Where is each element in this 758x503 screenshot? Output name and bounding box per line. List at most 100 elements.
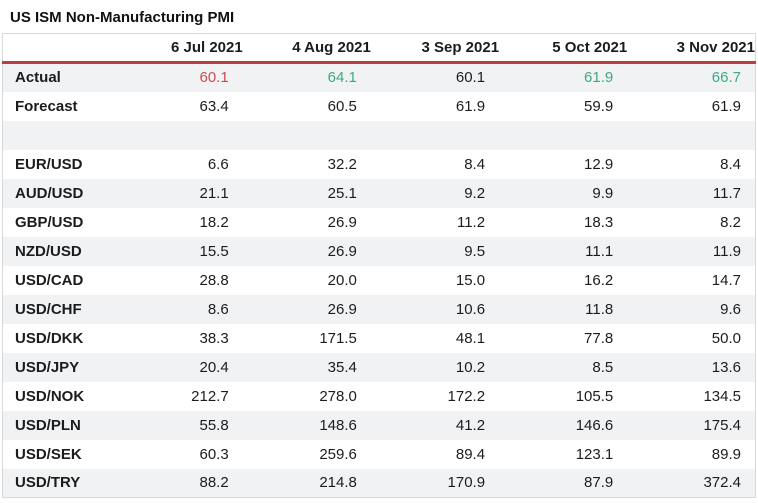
cell-value: 32.2 xyxy=(327,155,357,173)
cell-value xyxy=(371,121,499,150)
cell-value: 61.9 xyxy=(711,97,741,115)
cell-value: 6.6 xyxy=(207,155,229,173)
table-header: 6 Jul 2021 4 Aug 2021 3 Sep 2021 5 Oct 2021… xyxy=(2,33,756,64)
row-label: AUD/USD xyxy=(15,184,84,202)
cell-value: 15.5 xyxy=(199,242,229,260)
cell-value xyxy=(115,121,243,150)
cell-value: 372.4 xyxy=(703,474,741,492)
cell-value xyxy=(499,121,627,150)
cell-value: 77.8 xyxy=(584,329,614,347)
row-label: EUR/USD xyxy=(15,155,83,173)
cell-value: 16.2 xyxy=(584,271,614,289)
row-label: Actual xyxy=(15,69,61,87)
row-label: USD/NOK xyxy=(15,387,85,405)
cell-value: 20.0 xyxy=(327,271,357,289)
cell-value: 8.6 xyxy=(207,300,229,318)
cell-value: 212.7 xyxy=(191,387,229,405)
cell-value: 9.9 xyxy=(592,184,614,202)
cell-value: 55.8 xyxy=(199,416,229,434)
cell-value: 50.0 xyxy=(711,329,741,347)
row-label xyxy=(3,121,115,150)
spacer-row xyxy=(2,120,756,150)
table-row: USD/TRY 88.2 214.8 170.9 87.9 372.4 xyxy=(2,468,756,498)
row-label: GBP/USD xyxy=(15,213,84,231)
cell-value: 28.8 xyxy=(199,271,229,289)
cell-value: 18.2 xyxy=(199,213,229,231)
cell-value: 60.5 xyxy=(327,97,357,115)
cell-value: 10.6 xyxy=(455,300,486,318)
cell-value: 12.9 xyxy=(584,155,614,173)
cell-value: 18.3 xyxy=(584,213,614,231)
date-column-header: 3 Nov 2021 xyxy=(627,33,756,64)
cell-value: 87.9 xyxy=(584,474,614,492)
cell-value: 59.9 xyxy=(584,97,614,115)
cell-value: 9.5 xyxy=(464,242,486,260)
cell-value: 66.7 xyxy=(711,69,741,87)
table-row: USD/NOK 212.7 278.0 172.2 105.5 134.5 xyxy=(2,381,756,411)
cell-value: 41.2 xyxy=(455,416,486,434)
cell-value: 64.1 xyxy=(327,69,357,87)
cell-value: 123.1 xyxy=(575,445,614,463)
table-row: NZD/USD 15.5 26.9 9.5 11.1 11.9 xyxy=(2,236,756,266)
cell-value: 9.6 xyxy=(720,300,741,318)
table-row: USD/SEK 60.3 259.6 89.4 123.1 89.9 xyxy=(2,439,756,469)
row-label-column-header xyxy=(2,33,115,64)
cell-value: 148.6 xyxy=(319,416,357,434)
table-row: Actual 60.1 64.1 60.1 61.9 66.7 xyxy=(2,62,756,92)
table-row: USD/CAD 28.8 20.0 15.0 16.2 14.7 xyxy=(2,265,756,295)
row-label: Forecast xyxy=(15,97,78,115)
table-row: USD/DKK 38.3 171.5 48.1 77.8 50.0 xyxy=(2,323,756,353)
table-row: GBP/USD 18.2 26.9 11.2 18.3 8.2 xyxy=(2,207,756,237)
cell-value: 35.4 xyxy=(327,358,357,376)
cell-value: 11.1 xyxy=(585,242,614,260)
cell-value: 11.9 xyxy=(712,242,741,260)
row-label: USD/SEK xyxy=(15,445,82,463)
cell-value: 134.5 xyxy=(703,387,741,405)
cell-value: 61.9 xyxy=(584,69,614,87)
row-label: USD/PLN xyxy=(15,416,81,434)
row-label: USD/CHF xyxy=(15,300,82,318)
cell-value: 259.6 xyxy=(319,445,357,463)
cell-value: 11.7 xyxy=(712,184,741,202)
date-column-header: 5 Oct 2021 xyxy=(499,33,628,64)
cell-value: 172.2 xyxy=(447,387,486,405)
date-column-header: 3 Sep 2021 xyxy=(370,33,500,64)
cell-value: 15.0 xyxy=(455,271,486,289)
cell-value: 146.6 xyxy=(575,416,614,434)
cell-value: 26.9 xyxy=(327,213,357,231)
cell-value: 60.3 xyxy=(199,445,229,463)
cell-value: 14.7 xyxy=(711,271,741,289)
row-label: USD/JPY xyxy=(15,358,80,376)
cell-value: 11.8 xyxy=(585,300,614,318)
row-label: USD/DKK xyxy=(15,329,84,347)
cell-value: 63.4 xyxy=(199,97,229,115)
cell-value: 60.1 xyxy=(455,69,486,87)
cell-value: 89.4 xyxy=(455,445,486,463)
row-label: USD/CAD xyxy=(15,271,84,289)
cell-value: 175.4 xyxy=(703,416,741,434)
cell-value xyxy=(243,121,371,150)
table-row: AUD/USD 21.1 25.1 9.2 9.9 11.7 xyxy=(2,178,756,208)
cell-value: 170.9 xyxy=(447,474,486,492)
cell-value: 8.4 xyxy=(464,155,486,173)
row-label: NZD/USD xyxy=(15,242,82,260)
cell-value: 171.5 xyxy=(319,329,357,347)
cell-value: 8.4 xyxy=(720,155,741,173)
table-row: USD/PLN 55.8 148.6 41.2 146.6 175.4 xyxy=(2,410,756,440)
cell-value: 21.1 xyxy=(199,184,229,202)
cell-value: 9.2 xyxy=(464,184,486,202)
cell-value: 60.1 xyxy=(199,69,229,87)
date-column-header: 4 Aug 2021 xyxy=(242,33,371,64)
table-row: USD/CHF 8.6 26.9 10.6 11.8 9.6 xyxy=(2,294,756,324)
cell-value: 38.3 xyxy=(199,329,229,347)
cell-value: 26.9 xyxy=(327,300,357,318)
cell-value: 89.9 xyxy=(711,445,741,463)
cell-value: 11.2 xyxy=(456,213,486,231)
page-title: US ISM Non-Manufacturing PMI xyxy=(10,9,235,26)
table-row: Forecast 63.4 60.5 61.9 59.9 61.9 xyxy=(2,91,756,121)
cell-value: 278.0 xyxy=(319,387,357,405)
row-label: USD/TRY xyxy=(15,474,81,492)
cell-value: 10.2 xyxy=(455,358,486,376)
cell-value xyxy=(627,121,755,150)
header-row: 6 Jul 2021 4 Aug 2021 3 Sep 2021 5 Oct 2021… xyxy=(2,33,756,64)
